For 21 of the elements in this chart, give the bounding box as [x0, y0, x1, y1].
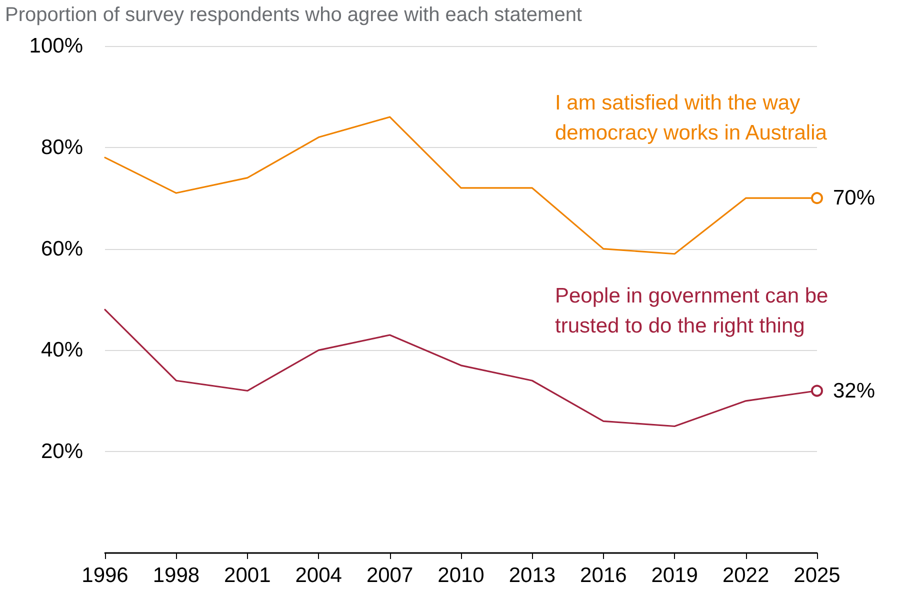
x-tick-label: 2013	[508, 564, 556, 587]
text: I am satisfied with the way democracy works in Australia	[555, 92, 828, 145]
data-label: 70%	[833, 186, 876, 210]
data-label: 32%	[833, 379, 876, 402]
y-tick-label: 80%	[40, 136, 83, 159]
text: People in government can be trusted to do the right thing	[555, 284, 834, 338]
y-tick-label: 20%	[40, 440, 83, 464]
x-tick-label: 2007	[366, 564, 414, 587]
x-tick-label: 2004	[295, 564, 342, 587]
y-tick-label: 60%	[40, 237, 83, 260]
x-tick-label: 2016	[580, 564, 627, 587]
y-tick-label: 100%	[29, 34, 83, 58]
y-tick-label: 40%	[40, 338, 83, 362]
x-tick-label: 2010	[438, 564, 484, 587]
x-tick-label: 1998	[152, 564, 200, 587]
x-tick-label: 2022	[722, 564, 770, 587]
x-tick-label: 2001	[224, 564, 271, 587]
x-tick-label: 1996	[82, 564, 128, 587]
chart-title: Proportion of survey respondents who agree with each statement	[5, 4, 582, 26]
x-tick-label: 2025	[794, 564, 840, 587]
x-tick-label: 2019	[651, 564, 698, 587]
